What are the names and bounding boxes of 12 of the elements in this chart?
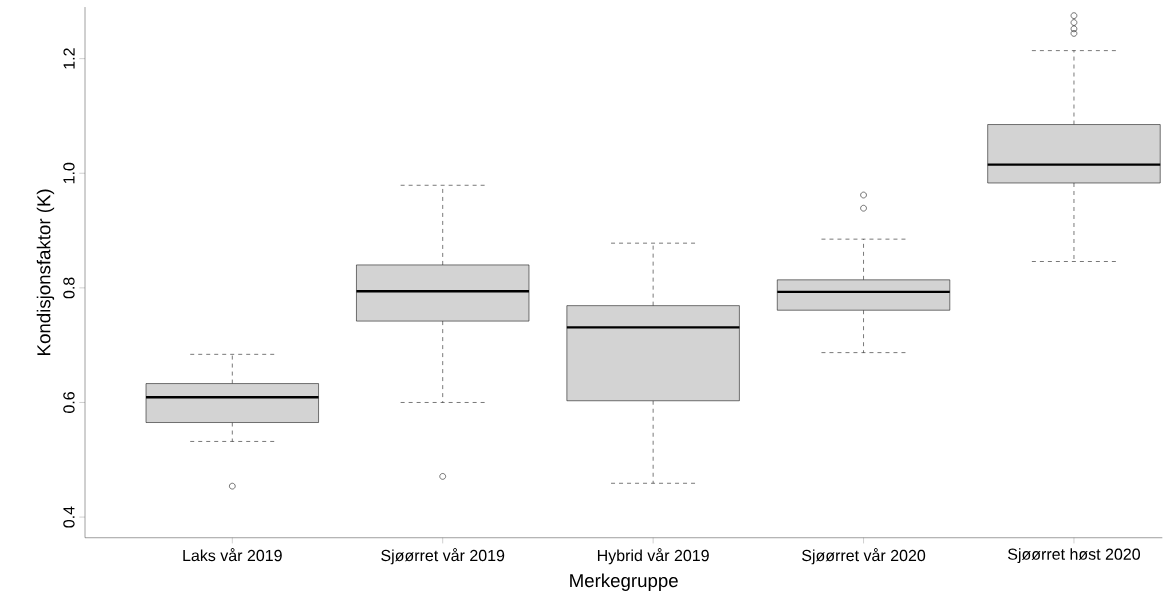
x-axis-title: Merkegruppe [570,573,678,591]
x-tick-label: Hybrid vår 2019 [597,548,709,565]
x-tick-label: Laks vår 2019 [183,548,282,562]
x-tick-label: Sjøørret vår 2019 [381,548,505,565]
x-tick-label: Sjøørret høst 2020 [1008,548,1141,564]
y-tick-label: 1.2 [63,48,75,69]
y-tick-label: 1.0 [63,162,75,184]
y-tick-label: 0.6 [63,392,75,413]
y-tick-label: 0.4 [63,506,75,528]
y-tick-label: 0.8 [63,277,75,299]
y-axis-title: Kondisjonsfaktor (K) [36,189,55,355]
x-tick-label: Sjøørret vår 2020 [802,548,926,565]
